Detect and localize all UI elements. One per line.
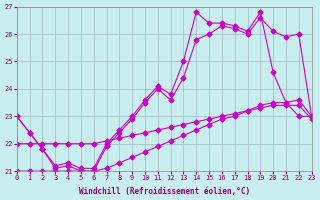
X-axis label: Windchill (Refroidissement éolien,°C): Windchill (Refroidissement éolien,°C) <box>79 187 250 196</box>
